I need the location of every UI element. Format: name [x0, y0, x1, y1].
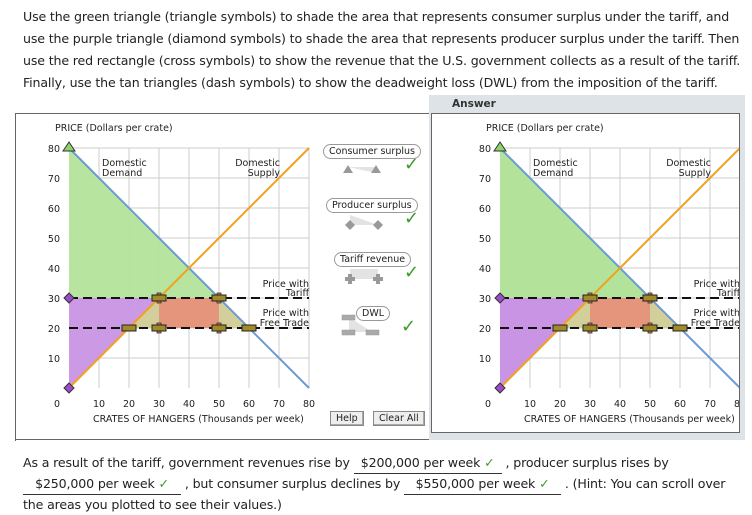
svg-text:30: 30: [584, 399, 596, 410]
svg-text:50: 50: [479, 234, 491, 245]
check-icon: ✓: [404, 154, 420, 175]
tool-palette: Consumer surplus ✓ Producer surplus ✓ Ta…: [318, 135, 428, 435]
svg-text:60: 60: [479, 204, 491, 215]
svg-text:0: 0: [485, 399, 491, 410]
svg-text:Supply: Supply: [248, 168, 281, 179]
answer-graph: PRICE (Dollars per crate) 80 70 60 50 40 30…: [479, 123, 739, 425]
svg-text:80: 80: [48, 144, 60, 155]
x-axis-label: CRATES OF HANGERS (Thousands per week): [93, 414, 304, 425]
svg-text:Demand: Demand: [102, 168, 142, 179]
svg-text:50: 50: [213, 399, 225, 410]
instructions-text: Use the green triangle (triangle symbols…: [23, 9, 741, 90]
svg-text:Domestic: Domestic: [533, 158, 578, 169]
svg-text:Price with: Price with: [694, 308, 739, 319]
svg-text:70: 70: [479, 174, 491, 185]
svg-text:60: 60: [674, 399, 686, 410]
tariff-revenue-tool-label[interactable]: Tariff revenue: [334, 252, 412, 267]
svg-text:70: 70: [48, 174, 60, 185]
svg-text:50: 50: [48, 234, 60, 245]
svg-text:30: 30: [153, 399, 165, 410]
consumer-surplus-tool-label[interactable]: Consumer surplus: [323, 144, 421, 159]
diamond-handle-icon[interactable]: [63, 292, 75, 304]
svg-text:50: 50: [644, 399, 656, 410]
revenue-answer-field[interactable]: $200,000 per week ✓: [353, 453, 502, 474]
dash-tool-icon[interactable]: [341, 314, 380, 336]
demand-label: Domestic: [102, 158, 147, 169]
svg-text:80: 80: [303, 399, 315, 410]
svg-text:80: 80: [734, 399, 739, 410]
svg-text:Free Trade: Free Trade: [691, 318, 739, 329]
check-icon: ✓: [404, 208, 420, 229]
svg-text:10: 10: [48, 354, 60, 365]
svg-text:0: 0: [54, 399, 60, 410]
tariff-revenue-area[interactable]: [159, 298, 219, 328]
clear-all-button[interactable]: Clear All: [373, 411, 425, 426]
producer-surplus-answer-field[interactable]: $250,000 per week ✓: [23, 474, 181, 495]
svg-text:40: 40: [614, 399, 626, 410]
producer-surplus-tool-label[interactable]: Producer surplus: [326, 198, 418, 213]
check-icon: ✓: [158, 476, 170, 491]
svg-text:40: 40: [48, 264, 60, 275]
help-button[interactable]: Help: [330, 411, 364, 426]
svg-text:10: 10: [93, 399, 105, 410]
cross-tool-icon[interactable]: [345, 274, 383, 284]
triangle-handle-icon[interactable]: [62, 141, 76, 152]
svg-text:70: 70: [704, 399, 716, 410]
diamond-tool-icon[interactable]: [345, 220, 355, 230]
dwl-tool-label[interactable]: DWL: [356, 306, 391, 321]
check-icon: ✓: [401, 316, 417, 337]
svg-text:10: 10: [479, 354, 491, 365]
svg-text:20: 20: [123, 399, 135, 410]
answer-title: Answer: [452, 98, 496, 110]
y-ticks: 80 70 60 50 40 30 20 10 0: [48, 144, 60, 410]
dash-handle-icons: [121, 294, 257, 332]
svg-text:10: 10: [524, 399, 536, 410]
y-axis-label: PRICE (Dollars per crate): [55, 123, 173, 134]
svg-text:Domestic: Domestic: [666, 158, 711, 169]
svg-text:40: 40: [479, 264, 491, 275]
svg-text:60: 60: [48, 204, 60, 215]
x-ticks: 10 20 30 40 50 60 70 80: [93, 399, 315, 410]
svg-text:70: 70: [273, 399, 285, 410]
svg-text:Free Trade: Free Trade: [260, 318, 309, 329]
panel-bottom-border: [15, 439, 429, 440]
supply-label: Domestic: [235, 158, 280, 169]
svg-text:CRATES OF HANGERS (Thousands p: CRATES OF HANGERS (Thousands per week): [524, 414, 735, 425]
diamond-handle-icon[interactable]: [63, 382, 75, 394]
interactive-graph[interactable]: PRICE (Dollars per crate) 80 70 60 50 40 30…: [0, 0, 430, 440]
answer-sentence: As a result of the tariff, government re…: [23, 453, 726, 512]
svg-text:PRICE (Dollars per crate): PRICE (Dollars per crate): [486, 123, 604, 134]
svg-text:20: 20: [554, 399, 566, 410]
check-icon: ✓: [404, 262, 420, 283]
check-icon: ✓: [484, 455, 495, 470]
diamond-tool-icon[interactable]: [373, 220, 383, 230]
svg-text:40: 40: [183, 399, 195, 410]
svg-text:Demand: Demand: [533, 168, 573, 179]
free-trade-price-label: Price with: [263, 308, 309, 319]
svg-text:30: 30: [48, 294, 60, 305]
svg-text:30: 30: [479, 294, 491, 305]
svg-text:20: 20: [479, 324, 491, 335]
triangle-tool-icon[interactable]: [371, 165, 381, 173]
check-icon: ✓: [539, 476, 550, 491]
svg-text:Tariff: Tariff: [716, 288, 739, 299]
svg-text:Price with: Price with: [694, 279, 739, 290]
supply-curve: [68, 147, 310, 389]
svg-text:60: 60: [243, 399, 255, 410]
svg-text:20: 20: [48, 324, 60, 335]
svg-text:80: 80: [479, 144, 491, 155]
triangle-tool-icon[interactable]: [343, 165, 353, 173]
tariff-price-label: Price with: [263, 279, 309, 290]
svg-text:Supply: Supply: [679, 168, 712, 179]
consumer-surplus-answer-field[interactable]: $550,000 per week ✓: [404, 474, 562, 495]
svg-text:Tariff: Tariff: [285, 288, 310, 299]
